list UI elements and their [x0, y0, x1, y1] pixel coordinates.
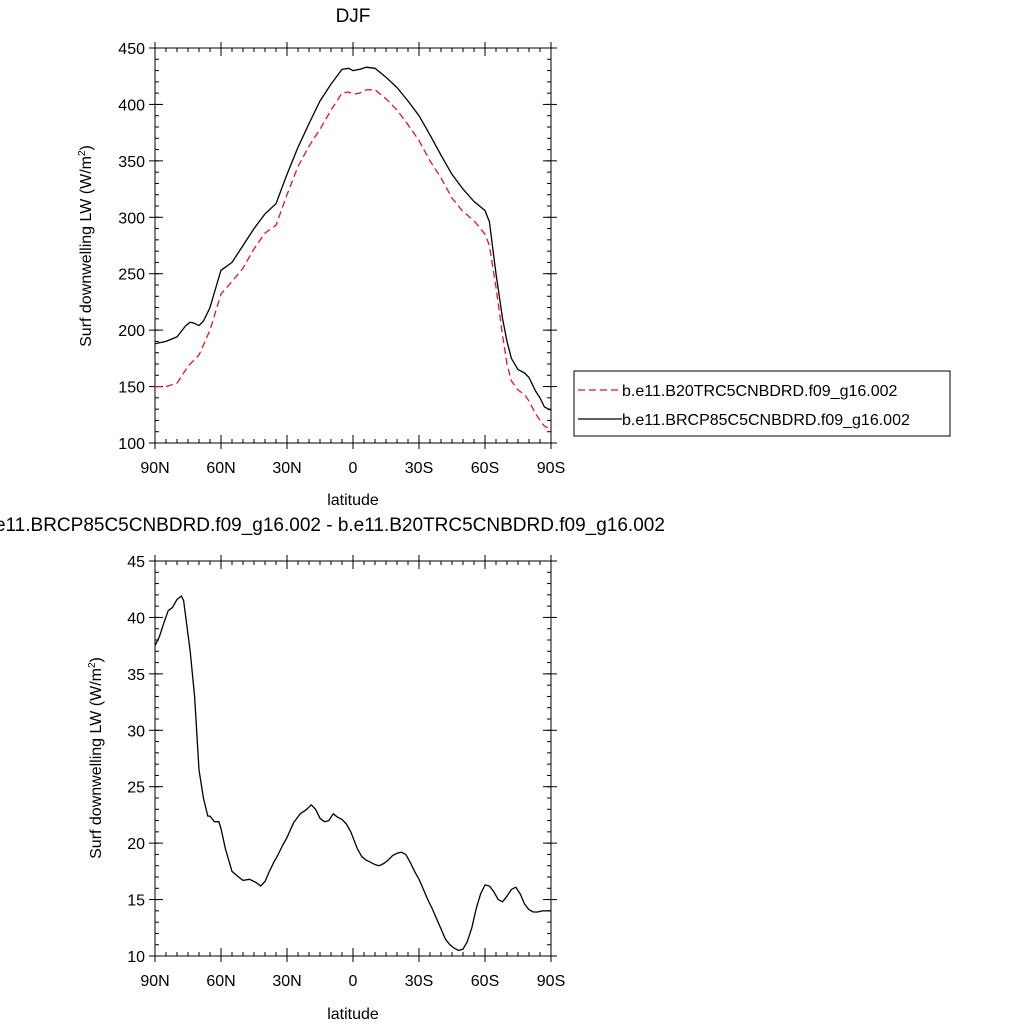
x-tick-label: 0 — [349, 973, 358, 990]
y-tick-label: 20 — [127, 836, 145, 853]
y-tick-label: 10 — [127, 949, 145, 966]
y-axis-label: Surf downwelling LW (W/m2) — [87, 657, 105, 859]
x-axis-label: latitude — [327, 492, 379, 509]
y-tick-label: 25 — [127, 780, 145, 797]
x-tick-label: 0 — [349, 460, 358, 477]
x-tick-label: 60N — [206, 973, 235, 990]
x-axis-label: latitude — [327, 1006, 379, 1023]
legend-label-historical: b.e11.B20TRC5CNBDRD.f09_g16.002 — [622, 383, 898, 400]
y-tick-label: 450 — [118, 41, 145, 58]
x-tick-label: 90S — [537, 460, 565, 477]
x-tick-label: 60N — [206, 460, 235, 477]
y-tick-label: 150 — [118, 380, 145, 397]
plot-frame — [154, 560, 552, 957]
series-line-2 — [154, 66, 552, 411]
x-tick-label: 30S — [405, 460, 433, 477]
y-tick-label: 350 — [118, 154, 145, 171]
y-tick-label: 30 — [127, 723, 145, 740]
x-tick-label: 30S — [405, 973, 433, 990]
chart-title: DJF — [336, 6, 371, 27]
y-tick-label: 100 — [118, 436, 145, 453]
plot-frame — [154, 47, 552, 444]
legend: b.e11.B20TRC5CNBDRD.f09_g16.002 b.e11.BR… — [573, 370, 951, 437]
y-tick-label: 300 — [118, 210, 145, 227]
y-tick-label: 35 — [127, 667, 145, 684]
chart-bottom-difference: b.e11.BRCP85C5CNBDRD.f09_g16.002 - b.e11… — [0, 515, 665, 1023]
x-tick-label: 90N — [140, 460, 169, 477]
chart-title: b.e11.BRCP85C5CNBDRD.f09_g16.002 - b.e11… — [0, 515, 665, 536]
y-tick-label: 40 — [127, 610, 145, 627]
y-tick-label: 250 — [118, 267, 145, 284]
x-tick-label: 30N — [272, 460, 301, 477]
x-tick-label: 60S — [471, 973, 499, 990]
legend-box — [573, 370, 951, 437]
series-line-1 — [154, 595, 551, 952]
series-line-1 — [155, 89, 552, 431]
x-tick-label: 90S — [537, 973, 565, 990]
chart-top-djf: DJF 100 150 200 250 300 350 400 450 90N 60N 30N 0 30… — [77, 6, 951, 509]
y-tick-label: 45 — [127, 554, 145, 571]
y-tick-label: 15 — [127, 893, 145, 910]
x-tick-label: 60S — [471, 460, 499, 477]
y-tick-label: 400 — [118, 97, 145, 114]
x-tick-label: 30N — [272, 973, 301, 990]
legend-label-rcp85: b.e11.BRCP85C5CNBDRD.f09_g16.002 — [622, 412, 910, 429]
y-tick-label: 200 — [118, 323, 145, 340]
x-tick-label: 90N — [140, 973, 169, 990]
y-axis-label: Surf downwelling LW (W/m2) — [77, 145, 95, 347]
